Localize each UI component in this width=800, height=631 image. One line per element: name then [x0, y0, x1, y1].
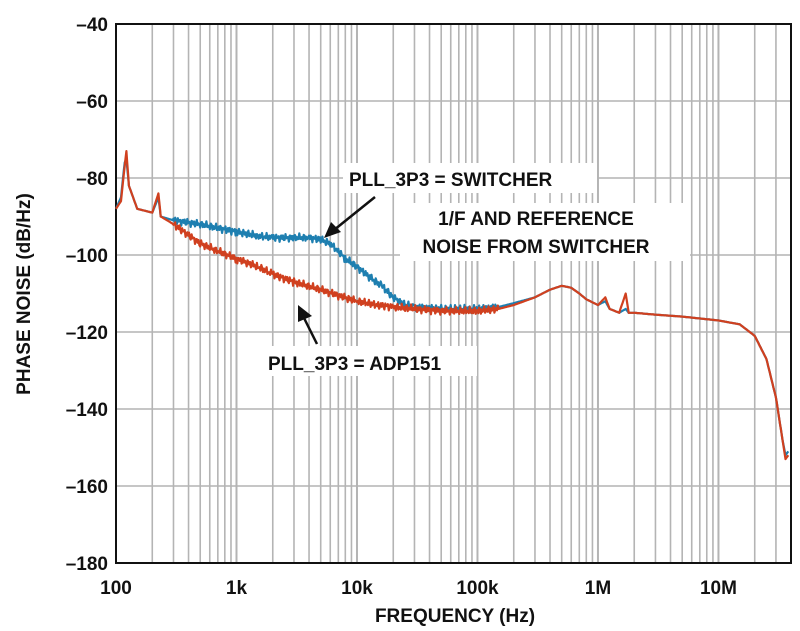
- annotation-note-box: [400, 203, 690, 261]
- annotation-note-line1: 1/F AND REFERENCE: [438, 209, 634, 230]
- plot-frame: [115, 23, 792, 564]
- y-tick-label: –100: [66, 246, 108, 267]
- annotation-note-line2: NOISE FROM SWITCHER: [423, 237, 650, 258]
- annotation-switcher-label: PLL_3P3 = SWITCHER: [349, 170, 553, 191]
- x-axis-title: FREQUENCY (Hz): [375, 606, 535, 627]
- annotation-adp151-label: PLL_3P3 = ADP151: [268, 354, 441, 375]
- annotation-note: 1/F AND REFERENCE NOISE FROM SWITCHER: [400, 203, 690, 261]
- x-tick-label: 10k: [341, 578, 373, 599]
- x-tick-label: 1M: [585, 578, 611, 599]
- x-tick-label: 100: [100, 578, 132, 599]
- series-group: [114, 150, 790, 461]
- annotation-adp151: PLL_3P3 = ADP151: [262, 305, 477, 376]
- y-tick-label: –180: [66, 554, 108, 575]
- y-tick-label: –160: [66, 477, 108, 498]
- x-tick-label: 100k: [456, 578, 499, 599]
- y-tick-label: –120: [66, 323, 108, 344]
- y-tick-label: –80: [76, 169, 108, 190]
- y-tick-label: –140: [66, 400, 108, 421]
- annotation-adp151-box: [262, 346, 477, 376]
- y-tick-label: –60: [76, 92, 108, 113]
- x-tick-label: 1k: [226, 578, 248, 599]
- y-axis-title: PHASE NOISE (dB/Hz): [14, 193, 35, 395]
- grid: [115, 23, 792, 564]
- annotation-switcher-box: [343, 163, 597, 193]
- y-tick-label: –40: [76, 15, 108, 36]
- x-axis: 100 1k 10k 100k 1M 10M: [100, 578, 737, 599]
- annotation-switcher-arrow: [333, 196, 376, 231]
- x-tick-label: 10M: [700, 578, 737, 599]
- y-axis: –40 –60 –80 –100 –120 –140 –160 –180: [66, 15, 108, 575]
- series-line-adp151: [115, 150, 790, 461]
- annotation-switcher-arrowhead: [324, 222, 341, 238]
- annotation-adp151-arrow: [302, 317, 319, 345]
- annotation-switcher: PLL_3P3 = SWITCHER: [324, 163, 597, 238]
- annotation-adp151-arrowhead: [298, 305, 312, 322]
